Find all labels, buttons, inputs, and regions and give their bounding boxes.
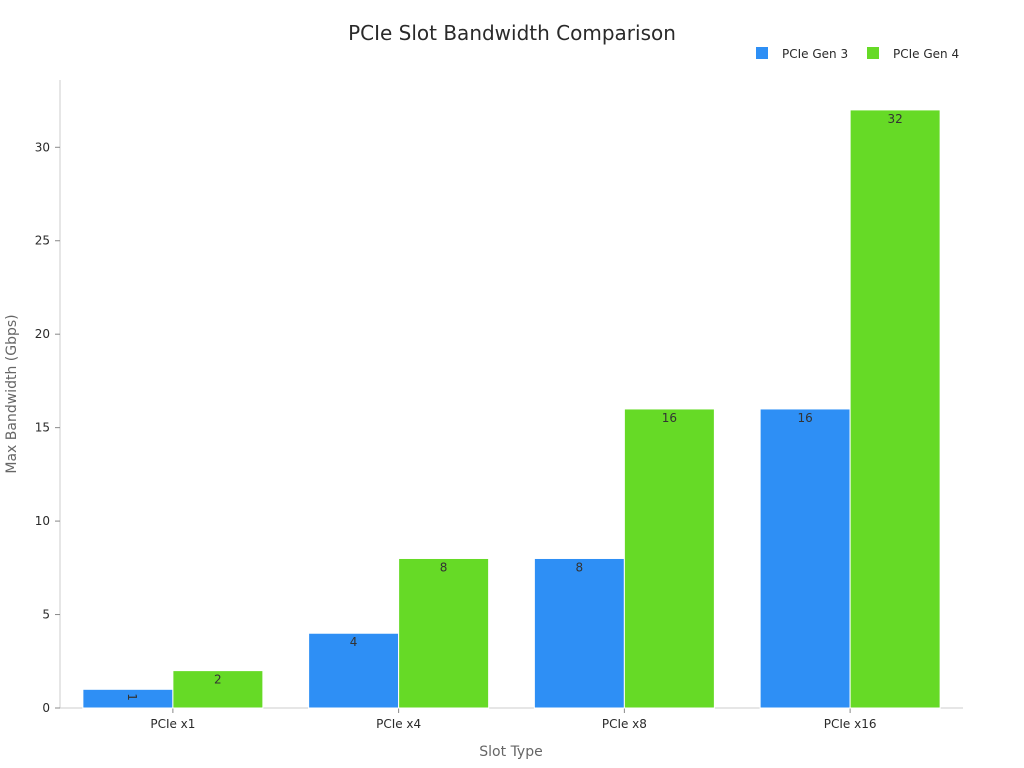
legend-swatch-gen3 <box>756 47 768 59</box>
data-labels: 1 2 4 8 8 16 16 32 <box>125 112 903 701</box>
y-tick-label: 30 <box>35 140 50 154</box>
bars <box>82 109 941 709</box>
data-label: 8 <box>440 560 448 574</box>
y-tick-label: 5 <box>42 608 50 622</box>
x-tick-label: PCIe x16 <box>824 717 877 731</box>
x-axis-title: Slot Type <box>479 744 542 760</box>
legend-swatch-gen4 <box>867 47 879 59</box>
y-tick-label: 20 <box>35 327 50 341</box>
data-label: 8 <box>576 560 584 574</box>
bar <box>849 109 941 709</box>
bar <box>398 557 490 709</box>
y-tick-label: 0 <box>42 701 50 715</box>
data-label: 16 <box>797 411 812 425</box>
x-axis-ticks: PCIe x1 PCIe x4 PCIe x8 PCIe x16 <box>150 708 876 731</box>
y-axis-ticks: 0 5 10 15 20 25 30 <box>35 140 60 715</box>
data-label: 16 <box>662 411 677 425</box>
legend-label-gen3: PCIe Gen 3 <box>782 47 848 61</box>
bar <box>172 670 264 709</box>
data-label: 32 <box>887 112 902 126</box>
data-label: 2 <box>214 673 222 687</box>
data-label: 4 <box>350 635 358 649</box>
y-tick-label: 25 <box>35 234 50 248</box>
x-tick-label: PCIe x4 <box>376 717 421 731</box>
legend-label-gen4: PCIe Gen 4 <box>893 47 959 61</box>
bar <box>533 557 625 709</box>
bar <box>308 632 400 709</box>
y-tick-label: 15 <box>35 421 50 435</box>
data-label: 1 <box>125 693 139 701</box>
chart-title: PCIe Slot Bandwidth Comparison <box>348 21 676 45</box>
bar <box>623 408 715 709</box>
y-axis-title: Max Bandwidth (Gbps) <box>4 314 20 473</box>
x-tick-label: PCIe x8 <box>602 717 647 731</box>
bar <box>759 408 851 709</box>
legend: PCIe Gen 3 PCIe Gen 4 <box>756 47 959 61</box>
x-tick-label: PCIe x1 <box>150 717 195 731</box>
y-tick-label: 10 <box>35 514 50 528</box>
